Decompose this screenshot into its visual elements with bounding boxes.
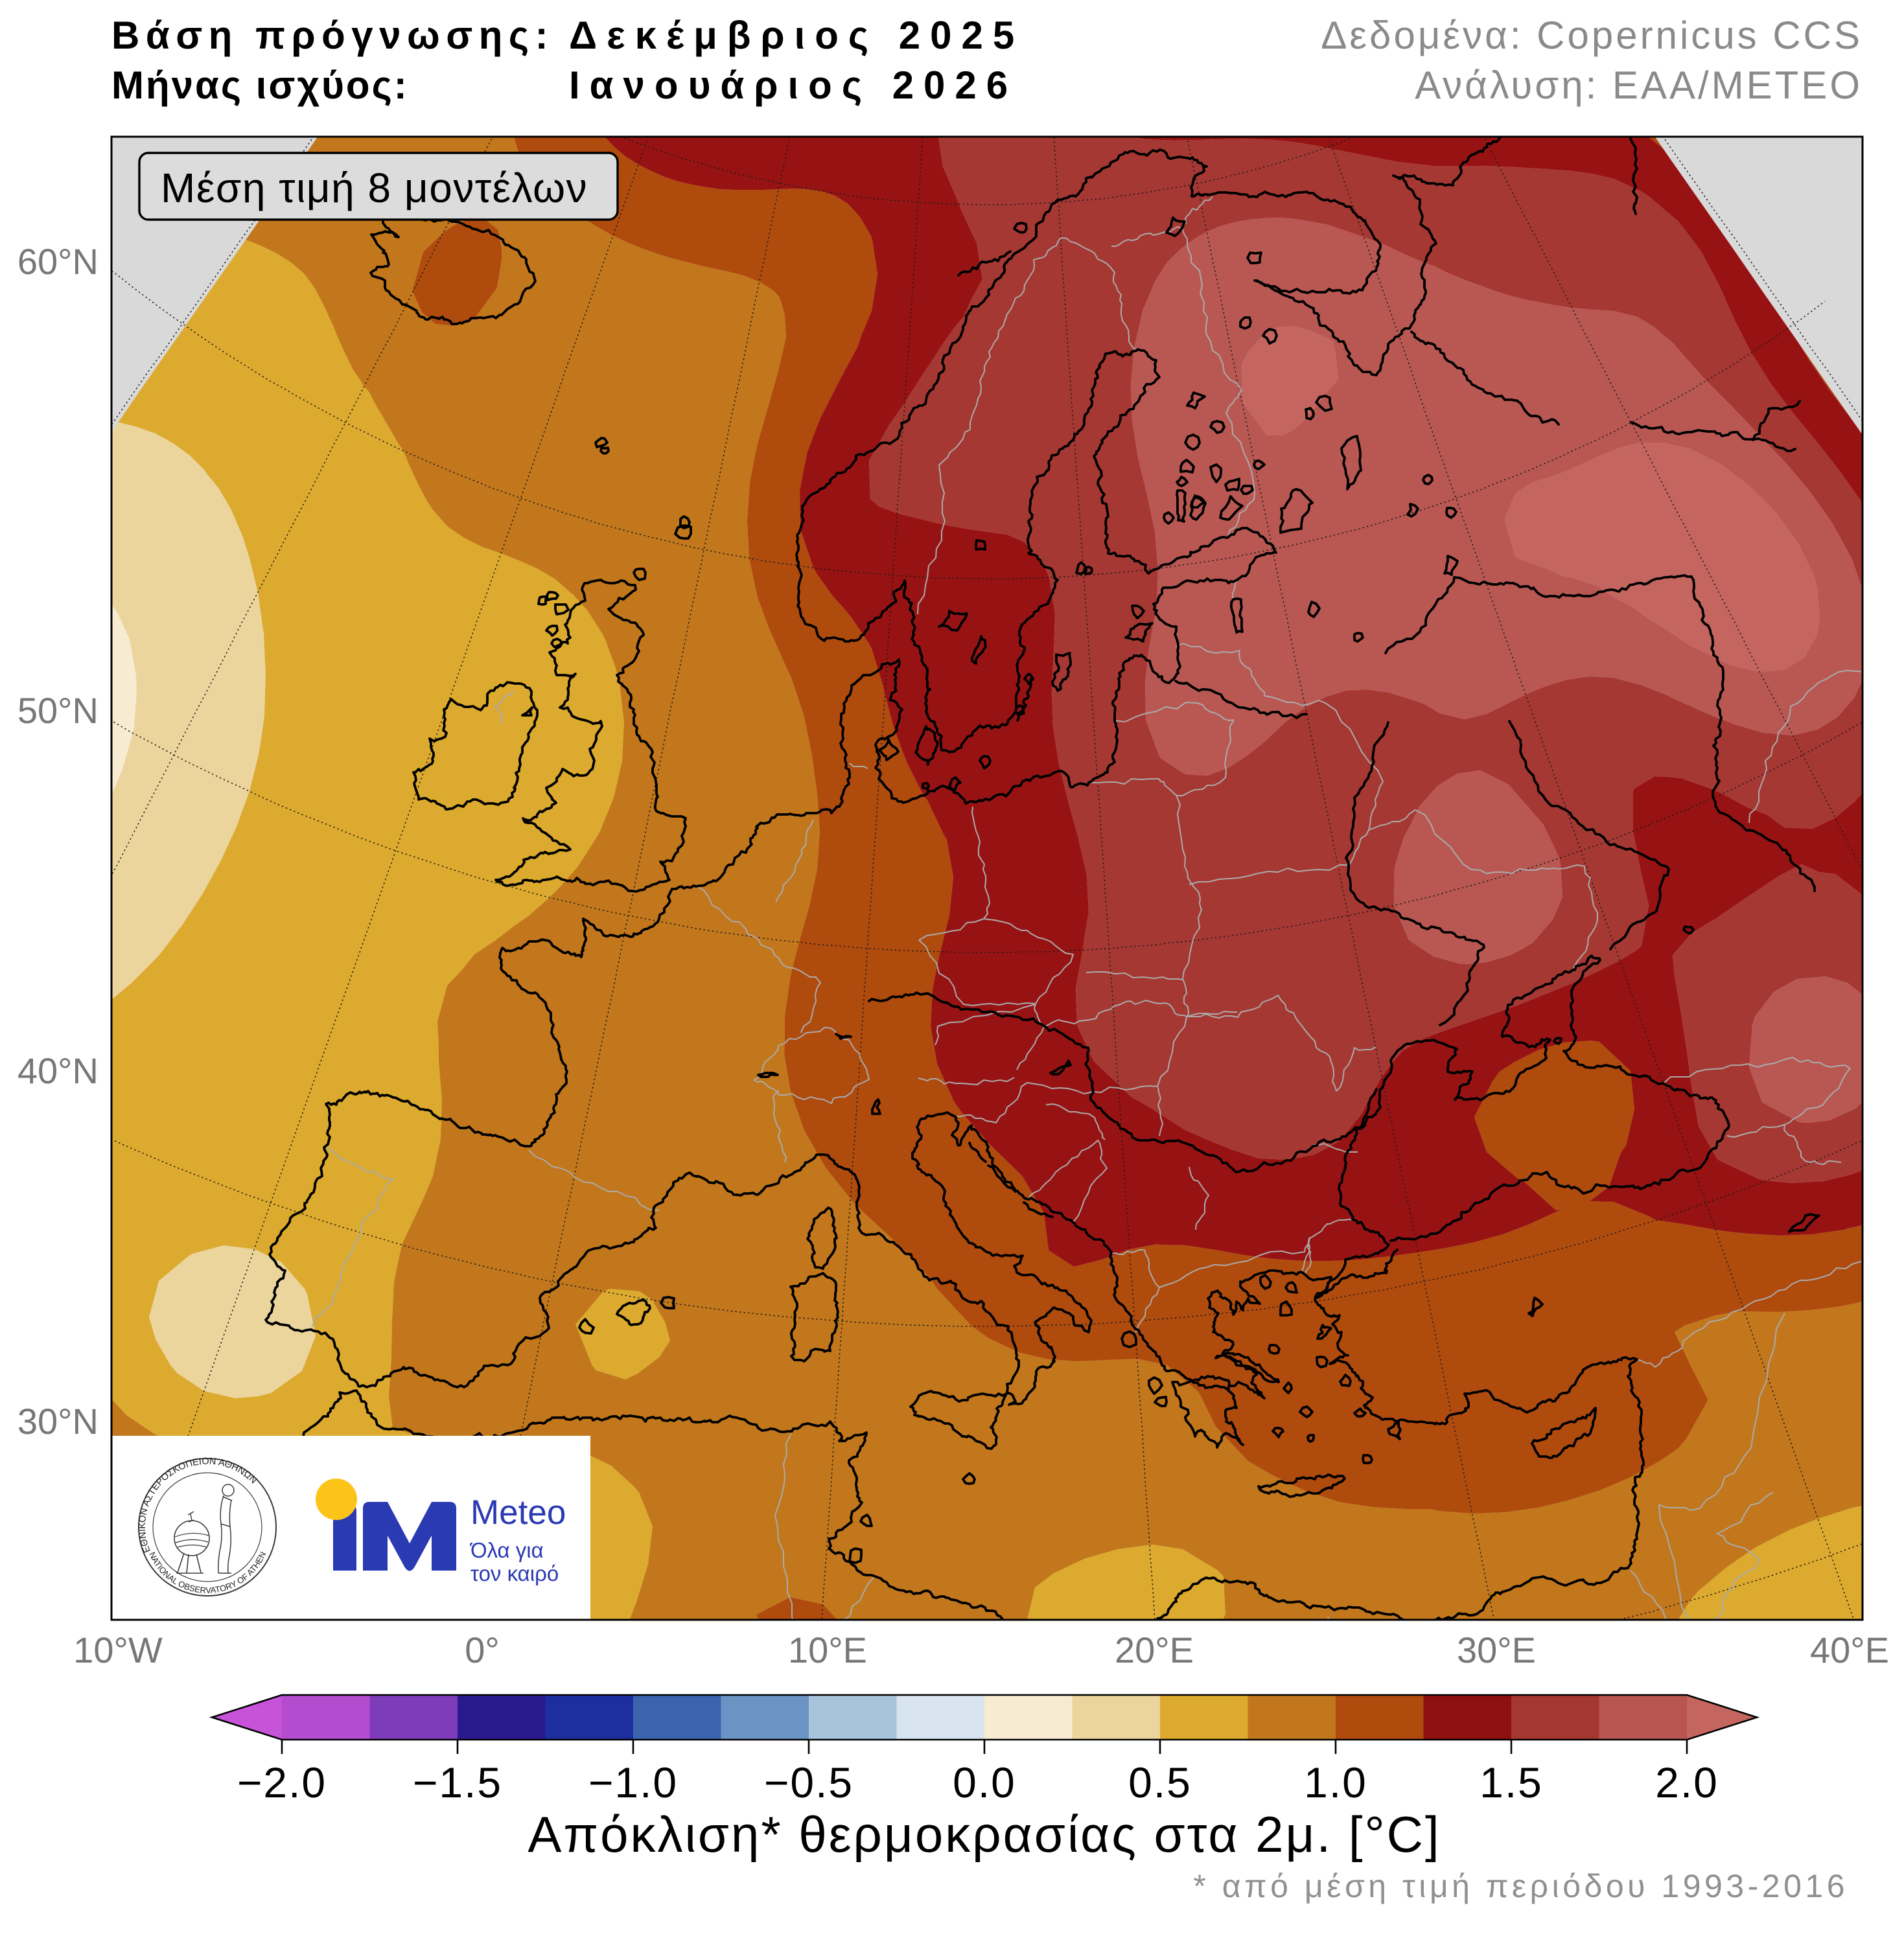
svg-text:Meteo: Meteo: [470, 1493, 566, 1532]
svg-text:Ιανουάριος 2026: Ιανουάριος 2026: [569, 63, 1017, 107]
svg-text:−2.0: −2.0: [237, 1758, 327, 1806]
svg-text:Βάση πρόγνωσης:: Βάση πρόγνωσης:: [111, 14, 554, 57]
svg-text:1.0: 1.0: [1304, 1758, 1367, 1806]
svg-text:Μήνας ισχύος:: Μήνας ισχύος:: [111, 63, 409, 107]
svg-text:40°E: 40°E: [1810, 1630, 1889, 1670]
svg-text:* από μέση τιμή περιόδου 1993-: * από μέση τιμή περιόδου 1993-2016: [1193, 1868, 1848, 1904]
svg-text:0.5: 0.5: [1128, 1758, 1192, 1806]
svg-text:30°E: 30°E: [1457, 1630, 1536, 1670]
svg-text:−1.5: −1.5: [413, 1758, 502, 1806]
svg-text:10°W: 10°W: [73, 1630, 163, 1670]
svg-text:0°: 0°: [465, 1630, 500, 1670]
svg-text:2.0: 2.0: [1655, 1758, 1719, 1806]
svg-text:10°E: 10°E: [788, 1630, 867, 1670]
svg-text:Δεδομένα: Copernicus CCS: Δεδομένα: Copernicus CCS: [1321, 14, 1863, 57]
svg-text:30°N: 30°N: [17, 1401, 99, 1442]
svg-text:0.0: 0.0: [953, 1758, 1016, 1806]
svg-text:Ανάλυση: ΕΑΑ/METEO: Ανάλυση: ΕΑΑ/METEO: [1415, 63, 1863, 107]
svg-text:40°N: 40°N: [17, 1050, 99, 1091]
svg-text:Μέση τιμή 8 μοντέλων: Μέση τιμή 8 μοντέλων: [161, 165, 588, 211]
svg-text:−1.0: −1.0: [588, 1758, 678, 1806]
svg-text:1.5: 1.5: [1480, 1758, 1543, 1806]
svg-text:−0.5: −0.5: [764, 1758, 853, 1806]
svg-text:50°N: 50°N: [17, 690, 99, 731]
svg-text:Δεκέμβριος 2025: Δεκέμβριος 2025: [569, 14, 1024, 57]
svg-text:60°N: 60°N: [17, 241, 99, 282]
svg-text:τον καιρό: τον καιρό: [470, 1561, 559, 1585]
svg-text:Όλα για: Όλα για: [469, 1538, 544, 1562]
svg-text:20°E: 20°E: [1115, 1630, 1194, 1670]
svg-text:Απόκλιση* θερμοκρασίας στα 2μ.: Απόκλιση* θερμοκρασίας στα 2μ. [°C]: [528, 1806, 1441, 1863]
